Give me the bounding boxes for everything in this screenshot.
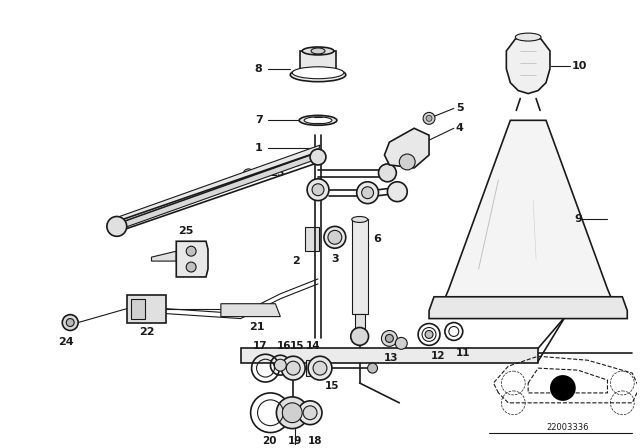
Circle shape	[367, 363, 378, 373]
Text: 24: 24	[58, 337, 74, 347]
Circle shape	[362, 187, 374, 198]
Text: 15: 15	[325, 381, 339, 391]
Ellipse shape	[244, 169, 253, 177]
Circle shape	[425, 331, 433, 338]
Polygon shape	[444, 121, 612, 301]
Ellipse shape	[352, 216, 367, 223]
Circle shape	[313, 361, 327, 375]
Circle shape	[62, 314, 78, 331]
Text: 19: 19	[288, 435, 303, 445]
Circle shape	[351, 327, 369, 345]
Circle shape	[385, 335, 394, 342]
Circle shape	[298, 401, 322, 425]
Circle shape	[356, 182, 378, 203]
Circle shape	[276, 397, 308, 429]
Polygon shape	[355, 314, 365, 328]
Circle shape	[426, 116, 432, 121]
Polygon shape	[176, 241, 208, 277]
Text: 20: 20	[262, 435, 277, 445]
Circle shape	[107, 216, 127, 236]
Ellipse shape	[304, 117, 332, 124]
Text: 17: 17	[253, 341, 268, 351]
Polygon shape	[385, 128, 429, 168]
Text: 4: 4	[456, 123, 463, 133]
Polygon shape	[506, 36, 550, 94]
Text: 22003336: 22003336	[547, 423, 589, 432]
Bar	[305, 228, 319, 251]
Text: 8: 8	[255, 64, 262, 74]
Circle shape	[307, 179, 329, 201]
Text: 12: 12	[431, 351, 445, 361]
Text: 15: 15	[291, 341, 305, 351]
Ellipse shape	[302, 47, 334, 55]
Circle shape	[286, 361, 300, 375]
Text: 1: 1	[255, 143, 262, 153]
Text: 25: 25	[179, 226, 194, 237]
Circle shape	[378, 164, 396, 182]
Text: 11: 11	[456, 348, 470, 358]
Text: 5: 5	[456, 103, 463, 113]
Polygon shape	[115, 145, 320, 224]
Circle shape	[275, 359, 286, 371]
Text: 13: 13	[383, 353, 398, 363]
Bar	[131, 299, 145, 319]
Circle shape	[67, 319, 74, 327]
Ellipse shape	[515, 33, 541, 41]
Text: 7: 7	[255, 115, 262, 125]
Ellipse shape	[311, 48, 325, 54]
Ellipse shape	[292, 67, 344, 79]
Text: 22: 22	[139, 327, 154, 337]
Circle shape	[186, 262, 196, 272]
Circle shape	[186, 246, 196, 256]
Ellipse shape	[291, 68, 346, 82]
Circle shape	[282, 403, 302, 422]
Polygon shape	[116, 151, 322, 230]
Ellipse shape	[299, 116, 337, 125]
Text: 2: 2	[292, 256, 300, 266]
Polygon shape	[352, 220, 367, 314]
Text: 9: 9	[575, 215, 582, 224]
Circle shape	[308, 356, 332, 380]
Polygon shape	[429, 297, 627, 319]
Text: 10: 10	[572, 61, 587, 71]
Circle shape	[328, 230, 342, 244]
Text: 16: 16	[276, 341, 291, 351]
Circle shape	[399, 154, 415, 170]
Text: 3: 3	[331, 254, 339, 264]
Circle shape	[324, 226, 346, 248]
Circle shape	[381, 331, 397, 346]
Bar	[306, 360, 314, 376]
Circle shape	[310, 149, 326, 165]
Text: 6: 6	[374, 234, 381, 244]
Circle shape	[423, 112, 435, 124]
Text: 18: 18	[308, 435, 323, 445]
Circle shape	[312, 184, 324, 196]
Circle shape	[282, 356, 305, 380]
Polygon shape	[221, 304, 280, 317]
Circle shape	[396, 337, 407, 349]
Circle shape	[387, 182, 407, 202]
Bar	[127, 295, 166, 323]
Text: 21: 21	[248, 322, 264, 332]
Polygon shape	[152, 251, 176, 261]
Polygon shape	[241, 349, 538, 363]
Circle shape	[550, 375, 576, 401]
Circle shape	[303, 406, 317, 420]
Text: 14: 14	[306, 341, 321, 351]
Text: 23: 23	[271, 168, 285, 178]
Polygon shape	[300, 51, 336, 71]
